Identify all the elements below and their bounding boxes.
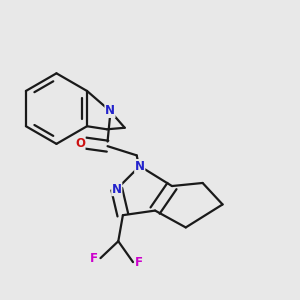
Text: N: N [105, 104, 115, 117]
Text: N: N [112, 183, 122, 196]
Text: N: N [135, 160, 145, 172]
Text: O: O [75, 136, 85, 150]
Text: F: F [90, 252, 98, 265]
Text: F: F [135, 256, 143, 268]
